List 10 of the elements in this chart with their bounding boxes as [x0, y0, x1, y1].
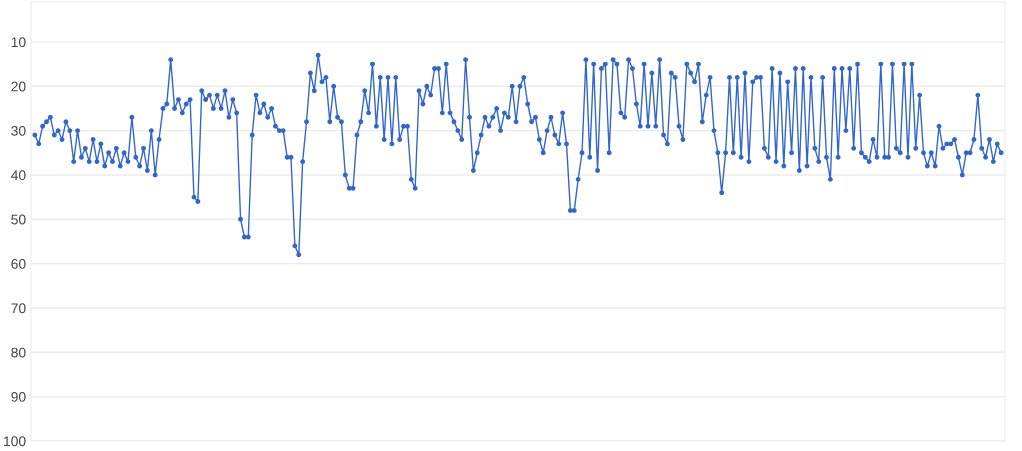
- y-tick-label: 40: [11, 170, 26, 181]
- y-tick-label: 10: [11, 37, 26, 48]
- y-tick-label: 30: [11, 125, 26, 136]
- y-tick-label: 70: [11, 303, 26, 314]
- y-tick-label: 100: [4, 436, 26, 447]
- y-tick-label: 80: [11, 347, 26, 358]
- y-tick-label: 60: [11, 258, 26, 269]
- y-tick-label: 20: [11, 81, 26, 92]
- y-tick-label: 90: [11, 391, 26, 402]
- y-tick-label: 50: [11, 214, 26, 225]
